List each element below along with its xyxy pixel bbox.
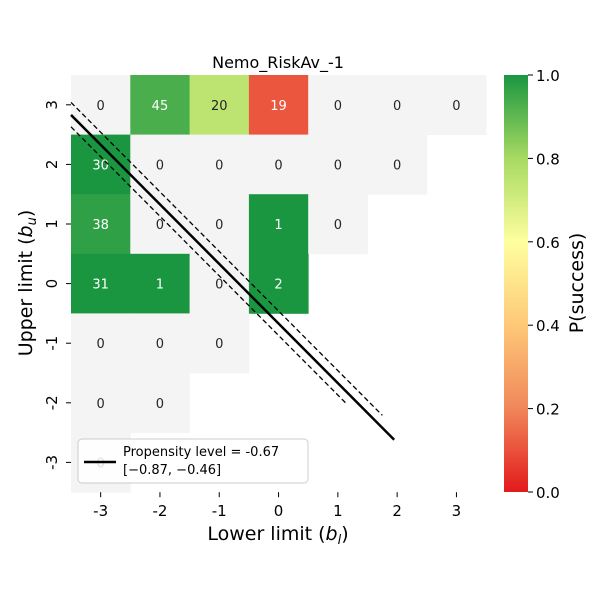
propensity-lower-bound-line <box>70 126 347 404</box>
cell-count-label: 0 <box>97 397 105 412</box>
y-tick-label: -3 <box>43 455 61 470</box>
heatmap-cell <box>130 313 190 374</box>
heatmap-cell <box>308 134 368 195</box>
cell-count-label: 0 <box>334 158 342 173</box>
cell-count-label: 0 <box>334 99 342 114</box>
y-tick-label: -2 <box>43 395 61 410</box>
colorbar: 0.0 0.2 0.4 0.6 0.8 1.0 P(success) <box>504 67 588 502</box>
x-tick-label: 3 <box>452 502 462 520</box>
heatmap-cell <box>71 194 131 255</box>
cell-count-label: 0 <box>97 337 105 352</box>
y-tick-label: 3 <box>43 100 61 110</box>
colorbar-gradient <box>504 75 528 492</box>
cell-count-label: 0 <box>156 397 164 412</box>
x-tick-label: -1 <box>212 502 227 520</box>
x-tick-label: 1 <box>333 502 343 520</box>
heatmap-cell <box>189 75 250 135</box>
cell-count-label: 45 <box>152 99 169 114</box>
cell-count-label: 0 <box>156 337 164 352</box>
legend-line2: [−0.87, −0.46] <box>123 463 221 478</box>
x-tick-label: -2 <box>152 502 167 520</box>
heatmap-cell <box>71 253 131 314</box>
cell-count-label: 0 <box>156 158 164 173</box>
propensity-main-line <box>70 114 396 441</box>
cell-count-label: 0 <box>334 218 342 233</box>
propensity-lines <box>70 101 396 441</box>
heatmap-cell <box>71 313 131 374</box>
colorbar-tick-label: 0.6 <box>536 234 560 252</box>
heatmap-cell <box>308 75 368 135</box>
heatmap-cell <box>367 134 428 195</box>
legend: Propensity level = -0.67 [−0.87, −0.46] <box>77 438 309 484</box>
heatmap-cell <box>248 134 309 195</box>
cell-count-label: 0 <box>452 99 460 114</box>
cell-count-label: 0 <box>215 218 223 233</box>
heatmap-cell <box>130 253 190 314</box>
y-tick-label: 1 <box>43 219 61 229</box>
heatmap-cell <box>308 194 368 255</box>
colorbar-tick-label: 0.2 <box>536 401 560 419</box>
heatmap-cell <box>130 75 190 135</box>
colorbar-label: P(success) <box>566 233 588 334</box>
colorbar-tick-label: 0.0 <box>536 484 560 502</box>
cell-count-label: 38 <box>92 218 109 233</box>
y-tick-label: 0 <box>43 279 61 289</box>
colorbar-tick-label: 1.0 <box>536 67 560 85</box>
colorbar-tick-label: 0.8 <box>536 150 560 168</box>
colorbar-tick-label: 0.4 <box>536 317 560 335</box>
x-axis-ticks: -3 -2 -1 0 1 2 3 <box>93 492 461 520</box>
cell-count-label: 0 <box>156 218 164 233</box>
cell-count-label: 19 <box>270 99 287 114</box>
heatmap-cells: 0452019000300000038001031102000000 <box>71 75 487 493</box>
heatmap-cell <box>189 134 250 195</box>
chart-title: Nemo_RiskAv_-1 <box>212 53 344 73</box>
cell-count-label: 30 <box>92 158 109 173</box>
cell-count-label: 20 <box>211 99 228 114</box>
heatmap-cell <box>248 194 309 255</box>
cell-count-label: 1 <box>156 278 164 293</box>
heatmap-cell <box>367 75 428 135</box>
cell-count-label: 0 <box>393 99 401 114</box>
cell-count-label: 31 <box>92 278 109 293</box>
legend-box <box>77 438 309 484</box>
heatmap-cell <box>71 373 131 433</box>
cell-count-label: 0 <box>393 158 401 173</box>
cell-count-label: 0 <box>215 337 223 352</box>
cell-count-label: 2 <box>274 278 282 293</box>
cell-count-label: 0 <box>97 99 105 114</box>
heatmap-cell <box>189 313 250 374</box>
cell-count-label: 0 <box>215 278 223 293</box>
y-tick-label: -1 <box>43 336 61 351</box>
legend-line1: Propensity level = -0.67 <box>123 445 279 460</box>
x-tick-label: 0 <box>274 502 284 520</box>
y-axis-label: Upper limit (bu) <box>15 210 40 357</box>
y-axis-ticks: 3 2 1 0 -1 -2 -3 <box>43 100 71 470</box>
x-axis-label: Lower limit (bl) <box>207 523 348 548</box>
x-tick-label: 2 <box>392 502 402 520</box>
heatmap-cell <box>130 373 190 433</box>
y-tick-label: 2 <box>43 160 61 170</box>
cell-count-label: 1 <box>274 218 282 233</box>
x-tick-label: -3 <box>93 502 108 520</box>
propensity-upper-bound-line <box>70 101 383 416</box>
heatmap-cell <box>426 75 487 135</box>
cell-count-label: 0 <box>274 158 282 173</box>
heatmap-cell <box>248 75 309 135</box>
colorbar-ticks: 0.0 0.2 0.4 0.6 0.8 1.0 <box>528 67 560 502</box>
cell-count-label: 0 <box>215 158 223 173</box>
